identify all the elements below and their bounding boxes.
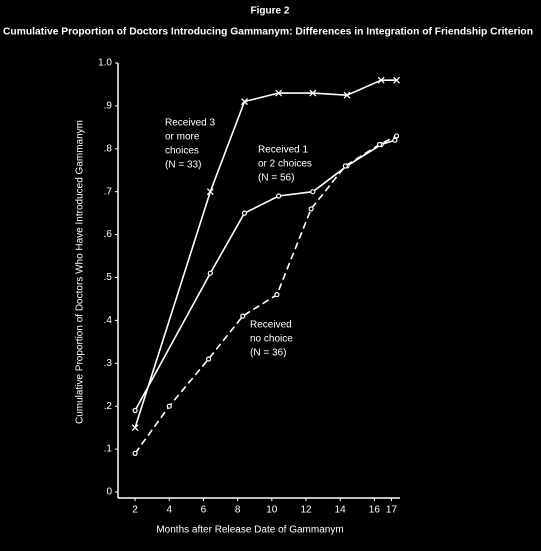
point-marker <box>131 424 139 432</box>
x-tick-label: 10 <box>266 505 278 516</box>
point-marker <box>205 356 212 362</box>
annotation: or 2 choices <box>258 159 312 170</box>
point-marker <box>276 193 282 199</box>
x-tick-label: 4 <box>166 505 172 516</box>
y-tick-label: .3 <box>104 358 113 369</box>
x-tick-label: 2 <box>132 505 138 516</box>
point-marker <box>343 91 351 99</box>
x-tick-label: 14 <box>335 505 347 516</box>
annotation: (N = 36) <box>250 348 286 359</box>
point-marker <box>132 407 138 414</box>
point-marker <box>393 76 401 84</box>
series-line <box>134 139 396 411</box>
y-tick-label: .7 <box>104 186 113 197</box>
y-tick-label: .9 <box>104 101 113 112</box>
point-marker <box>393 133 400 139</box>
annotation: Received 3 <box>165 118 215 129</box>
annotation: choices <box>165 146 199 157</box>
y-tick-label: .1 <box>104 444 113 455</box>
x-tick-label: 6 <box>201 505 207 516</box>
series-line <box>134 79 397 428</box>
point-marker <box>241 98 248 106</box>
annotation: (N = 56) <box>258 173 294 184</box>
y-tick-label: .2 <box>104 401 113 412</box>
annotation: no choice <box>250 334 293 345</box>
y-tick-label: .8 <box>104 143 113 154</box>
point-marker <box>240 313 246 319</box>
x-tick-label: 12 <box>300 505 312 516</box>
x-tick-label: 17 <box>386 505 398 516</box>
point-marker <box>310 189 316 195</box>
figure-label: Figure 2 <box>251 6 290 17</box>
chart-title: Cumulative Proportion of Doctors Introdu… <box>3 27 533 38</box>
annotation: Received 1 <box>258 145 308 156</box>
point-marker <box>377 76 385 84</box>
y-tick-label: 1.0 <box>98 58 112 69</box>
point-marker <box>376 141 383 148</box>
point-marker <box>275 89 283 97</box>
point-marker <box>166 403 172 409</box>
y-tick-label: .6 <box>104 229 113 240</box>
x-tick-label: 16 <box>369 505 381 516</box>
x-axis-label: Months after Release Date of Gammanym <box>156 525 343 536</box>
annotation: (N = 33) <box>165 160 201 171</box>
y-tick-label: .4 <box>104 315 113 326</box>
point-marker <box>309 89 317 97</box>
x-tick-label: 8 <box>235 505 241 516</box>
point-marker <box>342 163 348 169</box>
point-marker <box>207 270 213 276</box>
y-axis-label: Cumulative Proportion of Doctors Who Hav… <box>75 120 86 424</box>
point-marker <box>206 188 214 196</box>
point-marker <box>392 137 398 143</box>
y-tick-label: .5 <box>104 272 113 283</box>
annotation: or more <box>165 132 200 143</box>
point-marker <box>241 210 248 216</box>
point-marker <box>308 206 314 212</box>
y-tick-label: 0 <box>106 487 112 498</box>
point-marker <box>132 450 138 456</box>
annotation: Received <box>250 320 292 331</box>
point-marker <box>274 292 280 298</box>
